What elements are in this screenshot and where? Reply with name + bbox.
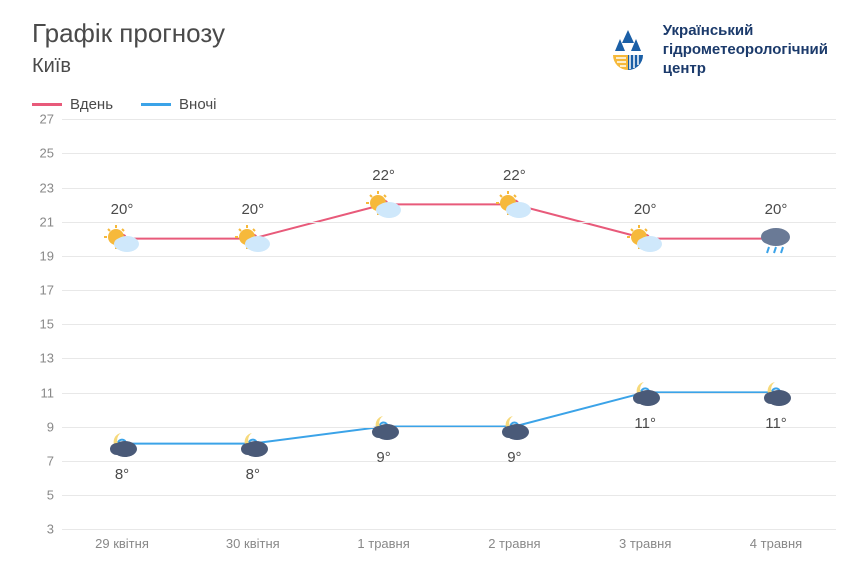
point-label: 22° <box>503 167 526 184</box>
sun-cloud-icon <box>234 224 272 254</box>
moon-cloud-icon <box>757 378 795 408</box>
x-tick-label: 30 квітня <box>226 536 280 551</box>
point-label: 20° <box>241 201 264 218</box>
legend: Вдень Вночі <box>32 96 860 113</box>
point-label: 11° <box>765 415 787 432</box>
legend-day-label: Вдень <box>70 96 113 113</box>
chart-area: 357911131517192123252729 квітня30 квітня… <box>62 119 836 529</box>
point-label: 22° <box>372 167 395 184</box>
sun-cloud-icon <box>103 224 141 254</box>
series-line <box>122 393 776 444</box>
y-tick-label: 23 <box>28 180 54 195</box>
city-name: Київ <box>32 55 225 78</box>
chart-title: Графік прогнозу <box>32 18 225 49</box>
gridline <box>62 427 836 428</box>
y-tick-label: 9 <box>28 419 54 434</box>
y-tick-label: 11 <box>28 385 54 400</box>
sun-cloud-icon <box>365 190 403 220</box>
y-tick-label: 15 <box>28 317 54 332</box>
point-label: 8° <box>115 466 129 483</box>
gridline <box>62 529 836 530</box>
org-logo-icon <box>605 27 651 73</box>
gridline <box>62 188 836 189</box>
gridline <box>62 290 836 291</box>
legend-night-swatch <box>141 103 171 106</box>
legend-night-label: Вночі <box>179 96 216 113</box>
point-label: 8° <box>246 466 260 483</box>
sun-cloud-icon <box>495 190 533 220</box>
moon-cloud-icon <box>626 378 664 408</box>
y-tick-label: 21 <box>28 214 54 229</box>
point-label: 20° <box>111 201 134 218</box>
moon-cloud-icon <box>495 412 533 442</box>
y-tick-label: 5 <box>28 488 54 503</box>
legend-day: Вдень <box>32 96 113 113</box>
point-label: 20° <box>765 201 788 218</box>
x-tick-label: 4 травня <box>750 536 802 551</box>
x-tick-label: 1 травня <box>357 536 409 551</box>
org-name-line2: гідрометеорологічний <box>663 41 828 60</box>
title-block: Графік прогнозу Київ <box>32 18 225 78</box>
org-name-line1: Український <box>663 22 828 41</box>
point-label: 11° <box>634 415 656 432</box>
x-tick-label: 29 квітня <box>95 536 149 551</box>
point-label: 9° <box>507 449 521 466</box>
gridline <box>62 119 836 120</box>
moon-cloud-icon <box>365 412 403 442</box>
gridline <box>62 256 836 257</box>
y-tick-label: 19 <box>28 248 54 263</box>
gridline <box>62 358 836 359</box>
y-tick-label: 25 <box>28 146 54 161</box>
org-name-line3: центр <box>663 60 828 79</box>
legend-day-swatch <box>32 103 62 106</box>
y-tick-label: 27 <box>28 112 54 127</box>
organization-block: Український гідрометеорологічний центр <box>605 22 828 78</box>
moon-cloud-icon <box>103 429 141 459</box>
cloud-rain-icon <box>757 224 795 254</box>
y-tick-label: 13 <box>28 351 54 366</box>
y-tick-label: 7 <box>28 453 54 468</box>
org-name: Український гідрометеорологічний центр <box>663 22 828 78</box>
gridline <box>62 324 836 325</box>
moon-cloud-icon <box>234 429 272 459</box>
point-label: 20° <box>634 201 657 218</box>
gridline <box>62 222 836 223</box>
gridline <box>62 461 836 462</box>
sun-cloud-icon <box>626 224 664 254</box>
x-tick-label: 2 травня <box>488 536 540 551</box>
gridline <box>62 153 836 154</box>
x-tick-label: 3 травня <box>619 536 671 551</box>
gridline <box>62 495 836 496</box>
y-tick-label: 17 <box>28 283 54 298</box>
gridline <box>62 393 836 394</box>
point-label: 9° <box>376 449 390 466</box>
y-tick-label: 3 <box>28 522 54 537</box>
legend-night: Вночі <box>141 96 216 113</box>
